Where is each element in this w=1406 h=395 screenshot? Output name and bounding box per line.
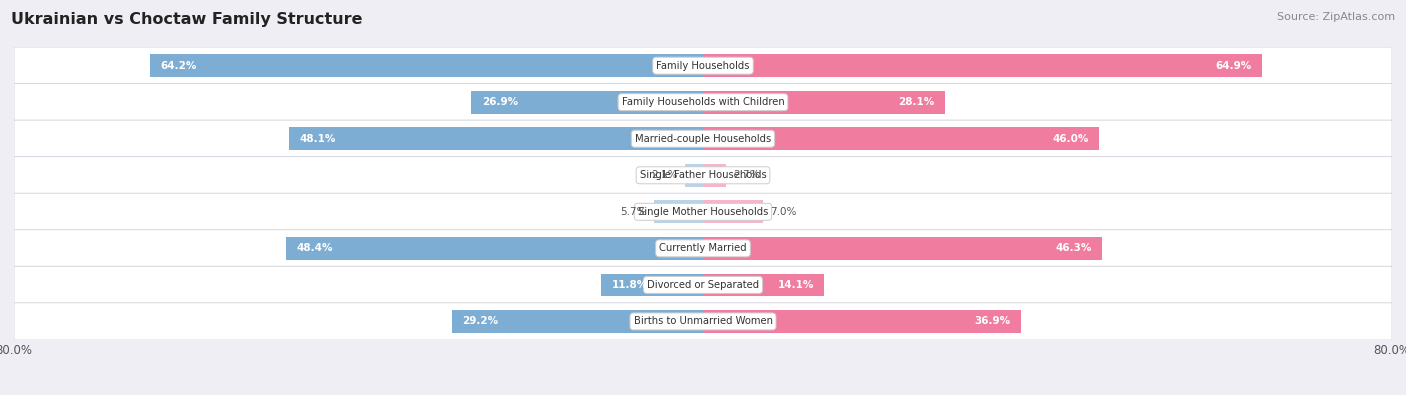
Text: 2.7%: 2.7%: [733, 170, 759, 180]
Legend: Ukrainian, Choctaw: Ukrainian, Choctaw: [614, 392, 792, 395]
Text: 46.0%: 46.0%: [1053, 134, 1088, 144]
Text: 14.1%: 14.1%: [778, 280, 814, 290]
Text: Family Households with Children: Family Households with Children: [621, 97, 785, 107]
FancyBboxPatch shape: [14, 157, 1392, 194]
FancyBboxPatch shape: [14, 230, 1392, 267]
Bar: [703, 164, 727, 186]
Bar: [471, 91, 703, 113]
Bar: [703, 237, 1102, 260]
FancyBboxPatch shape: [14, 47, 1392, 84]
Text: 48.4%: 48.4%: [297, 243, 333, 253]
Text: Source: ZipAtlas.com: Source: ZipAtlas.com: [1277, 12, 1395, 22]
Text: Single Mother Households: Single Mother Households: [638, 207, 768, 217]
Text: Ukrainian vs Choctaw Family Structure: Ukrainian vs Choctaw Family Structure: [11, 12, 363, 27]
Text: Married-couple Households: Married-couple Households: [636, 134, 770, 144]
Text: Births to Unmarried Women: Births to Unmarried Women: [634, 316, 772, 326]
Bar: [703, 274, 824, 296]
Bar: [703, 310, 1021, 333]
Text: 64.2%: 64.2%: [160, 61, 197, 71]
Bar: [451, 310, 703, 333]
Text: Currently Married: Currently Married: [659, 243, 747, 253]
Text: 29.2%: 29.2%: [461, 316, 498, 326]
Text: 2.1%: 2.1%: [651, 170, 678, 180]
FancyBboxPatch shape: [14, 266, 1392, 303]
Text: Single Father Households: Single Father Households: [640, 170, 766, 180]
Text: 36.9%: 36.9%: [974, 316, 1011, 326]
Bar: [288, 128, 703, 150]
Text: 48.1%: 48.1%: [299, 134, 336, 144]
Bar: [703, 201, 763, 223]
Bar: [654, 201, 703, 223]
Bar: [685, 164, 703, 186]
Bar: [287, 237, 703, 260]
Bar: [150, 55, 703, 77]
Text: Divorced or Separated: Divorced or Separated: [647, 280, 759, 290]
Text: 7.0%: 7.0%: [770, 207, 797, 217]
Bar: [602, 274, 703, 296]
Text: 64.9%: 64.9%: [1215, 61, 1251, 71]
Bar: [703, 128, 1099, 150]
Text: 5.7%: 5.7%: [620, 207, 647, 217]
Bar: [703, 91, 945, 113]
Bar: [703, 55, 1263, 77]
Text: 46.3%: 46.3%: [1054, 243, 1091, 253]
Text: 11.8%: 11.8%: [612, 280, 648, 290]
Text: 28.1%: 28.1%: [898, 97, 935, 107]
FancyBboxPatch shape: [14, 120, 1392, 157]
Text: 26.9%: 26.9%: [482, 97, 517, 107]
FancyBboxPatch shape: [14, 84, 1392, 121]
Text: Family Households: Family Households: [657, 61, 749, 71]
FancyBboxPatch shape: [14, 193, 1392, 230]
FancyBboxPatch shape: [14, 303, 1392, 340]
